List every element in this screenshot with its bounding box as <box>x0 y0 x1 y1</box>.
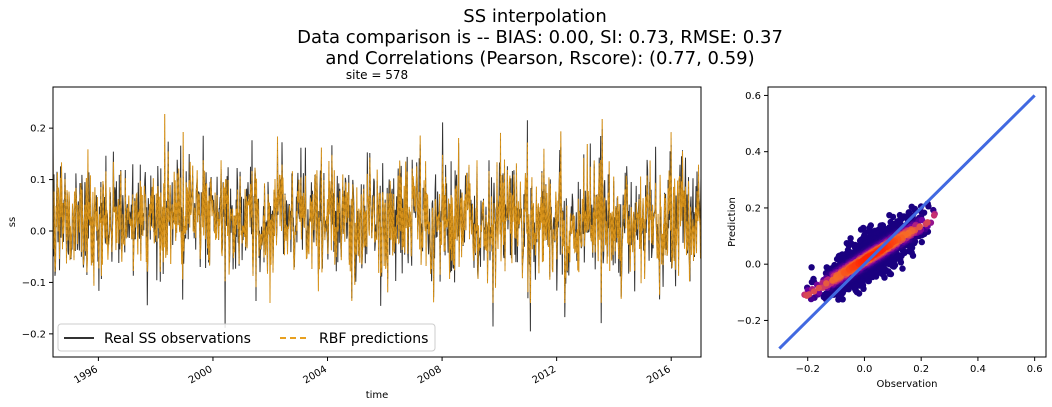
scatter-point <box>889 213 897 221</box>
figure-title: SS interpolation Data comparison is -- B… <box>297 6 783 69</box>
scatter-point <box>823 280 830 287</box>
timeseries-x-ticks: 1996 2000 2004 2008 2012 2016 <box>72 357 673 386</box>
timeseries-y-tick-label: −0.1 <box>22 278 46 289</box>
series-line-rbf-predictions-dashes <box>52 113 702 304</box>
scatter-y-tick-label: 0.0 <box>745 260 761 271</box>
scatter-point <box>808 264 815 271</box>
scatter-x-ticks: −0.2 0.0 0.2 0.4 0.6 <box>796 357 1043 375</box>
scatter-point <box>810 288 818 295</box>
scatter-y-tick-label: 0.6 <box>745 91 761 102</box>
figure-title-line-3: and Correlations (Pearson, Rscore): (0.7… <box>325 48 754 69</box>
timeseries-plot-area <box>52 113 702 332</box>
scatter-y-ticks: −0.2 0.0 0.2 0.4 0.6 <box>737 91 768 327</box>
legend-label-predictions: RBF predictions <box>319 331 428 347</box>
scatter-x-tick-label: 0.6 <box>1027 364 1043 375</box>
timeseries-frame <box>52 86 702 358</box>
figure-title-line-2: Data comparison is -- BIAS: 0.00, SI: 0.… <box>297 27 783 48</box>
scatter-x-tick-label: −0.2 <box>796 364 820 375</box>
scatter-ylabel: Prediction <box>727 197 738 247</box>
timeseries-axes: site = 578 −0.2 −0.1 0.0 0.1 0.2 1996 2000 200… <box>7 68 702 401</box>
timeseries-x-tick-label: 2016 <box>645 364 673 386</box>
scatter-point <box>930 212 938 219</box>
scatter-plot-area <box>778 94 1036 350</box>
scatter-point <box>924 219 931 226</box>
legend-frame <box>57 323 436 352</box>
timeseries-y-ticks: −0.2 −0.1 0.0 0.1 0.2 <box>22 124 53 340</box>
scatter-point <box>916 223 923 230</box>
scatter-point <box>823 290 830 297</box>
timeseries-ylabel: ss <box>7 217 18 227</box>
scatter-y-tick-label: −0.2 <box>737 316 761 327</box>
timeseries-y-tick-label: −0.2 <box>22 329 46 340</box>
scatter-frame <box>767 86 1047 358</box>
scatter-y-tick-label: 0.2 <box>745 203 761 214</box>
scatter-x-tick-label: 0.4 <box>970 364 986 375</box>
scatter-point <box>925 203 932 210</box>
timeseries-x-tick-label: 2000 <box>187 364 215 386</box>
scatter-point <box>899 265 906 272</box>
scatter-axes: −0.2 0.0 0.2 0.4 0.6 −0.2 0.0 0.2 0.4 0.6 Observ… <box>727 86 1047 390</box>
scatter-point <box>847 235 854 242</box>
scatter-x-tick-label: 0.0 <box>856 364 872 375</box>
timeseries-y-tick-label: 0.1 <box>30 175 46 186</box>
timeseries-x-tick-label: 2008 <box>416 364 444 386</box>
timeseries-y-tick-label: 0.2 <box>30 124 46 135</box>
timeseries-x-tick-label: 2012 <box>531 364 559 386</box>
timeseries-x-tick-label: 2004 <box>301 364 329 386</box>
timeseries-legend: Real SS observations RBF predictions <box>57 323 436 352</box>
scatter-point <box>815 284 822 292</box>
scatter-xlabel: Observation <box>877 379 938 390</box>
scatter-x-tick-label: 0.2 <box>913 364 929 375</box>
scatter-point <box>805 291 813 298</box>
timeseries-x-tick-label: 1996 <box>72 364 100 386</box>
legend-label-observations: Real SS observations <box>104 331 251 347</box>
scatter-point <box>815 289 823 296</box>
timeseries-subtitle: site = 578 <box>346 68 408 82</box>
figure-title-line-1: SS interpolation <box>463 6 606 27</box>
scatter-point <box>918 238 925 246</box>
scatter-fit-line <box>778 94 1036 350</box>
timeseries-y-tick-label: 0.0 <box>30 227 46 238</box>
timeseries-xlabel: time <box>366 390 389 401</box>
scatter-y-tick-label: 0.4 <box>745 147 761 158</box>
